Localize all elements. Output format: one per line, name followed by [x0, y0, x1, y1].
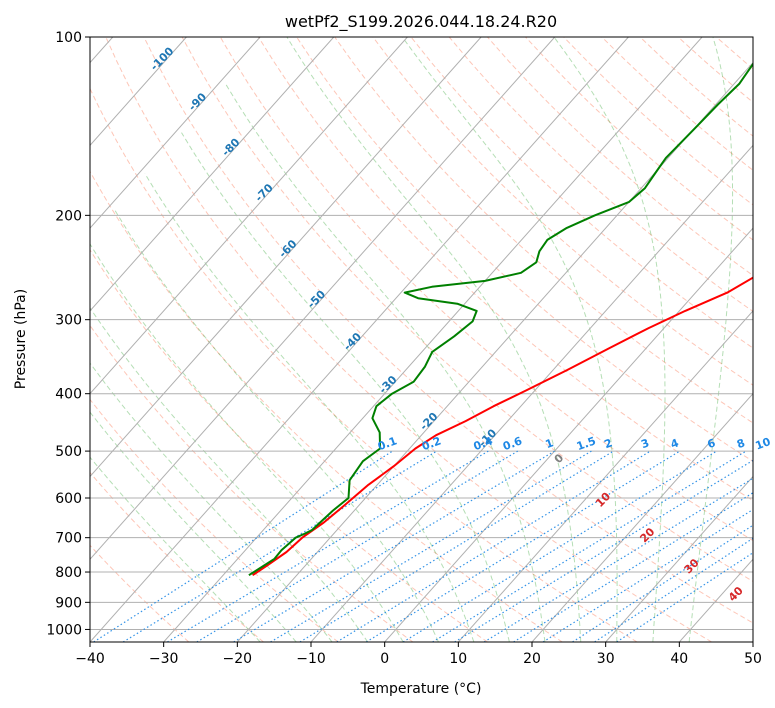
- isotherm-line: [310, 144, 753, 642]
- moist-adiabat: [90, 243, 404, 642]
- isotherm-line: [90, 37, 408, 395]
- isotherm-line: [90, 37, 187, 147]
- y-tick-label: 300: [55, 313, 82, 329]
- moist-adiabat: [90, 456, 261, 642]
- isotherm-line: [384, 227, 753, 642]
- mixing-ratio-line: [402, 450, 717, 642]
- mixing-ratio-line: [299, 450, 614, 642]
- dry-adiabat: [181, 37, 753, 582]
- plot-frame: [89, 36, 754, 643]
- mixing-ratio-label: 0.4: [472, 434, 495, 453]
- dry-adiabat: [296, 37, 753, 462]
- dewpoint-profile: [248, 62, 753, 577]
- x-tick-label: −10: [296, 651, 326, 667]
- y-tick-label: 1000: [46, 622, 82, 638]
- dry-adiabat: [372, 37, 753, 386]
- mixing-ratio-label: 0.1: [376, 434, 399, 453]
- y-tick-label: 100: [55, 30, 82, 46]
- moist-adiabat: [144, 173, 475, 642]
- axes: −40 −30 −20 −10 0 10 20 30 40 5010020030040050060…: [46, 30, 762, 667]
- mixing-ratio-label: 2: [602, 436, 614, 451]
- moist-adiabat: [688, 37, 734, 642]
- dry-adiabat: [90, 87, 638, 642]
- mixing-ratio-line: [365, 450, 681, 642]
- x-tick-label: −40: [75, 651, 105, 667]
- isotherm-line: [531, 392, 753, 642]
- isotherm-line: [90, 37, 556, 560]
- mixing-ratio-label: 3: [639, 436, 651, 451]
- mixing-ratio-label: 4: [669, 436, 681, 451]
- mixing-ratio-line: [454, 459, 753, 642]
- x-tick-label: 20: [523, 651, 541, 667]
- y-tick-label: 200: [55, 208, 82, 224]
- moist-adiabat: [553, 37, 666, 642]
- y-tick-label: 600: [55, 491, 82, 507]
- mixing-ratio-label: 1.5: [575, 434, 598, 453]
- temperature-profile: [252, 276, 753, 577]
- x-tick-label: 30: [597, 651, 615, 667]
- chart-title: wetPf2_S199.2026.044.18.24.R20: [285, 12, 557, 32]
- y-axis-label: Pressure (hPa): [13, 289, 29, 389]
- dry-adiabat: [410, 37, 753, 349]
- dry-adiabat: [143, 37, 753, 624]
- moist-adiabat: [225, 83, 546, 642]
- dry-adiabat: [90, 471, 264, 642]
- x-tick-label: 40: [670, 651, 688, 667]
- mixing-ratio-line: [513, 492, 753, 642]
- moist-adiabat: [286, 37, 582, 642]
- mixing-ratio-line: [483, 477, 753, 642]
- mixing-ratio-label: 1: [544, 436, 556, 451]
- mixing-ratio-label: 6: [706, 436, 718, 451]
- y-tick-label: 700: [55, 531, 82, 547]
- x-tick-label: −30: [149, 651, 179, 667]
- x-tick-label: 50: [744, 651, 762, 667]
- y-tick-label: 900: [55, 595, 82, 611]
- isotherm-line: [605, 475, 753, 642]
- mixing-ratio-label: 0.2: [420, 434, 443, 453]
- mixing-ratio-line: [336, 450, 651, 642]
- data-series: [248, 62, 753, 577]
- y-tick-label: 800: [55, 565, 82, 581]
- isotherm-line: [90, 37, 629, 642]
- isotherm-line: [457, 310, 753, 642]
- moist-adiabat: [113, 208, 439, 642]
- dry-adiabat: [90, 170, 563, 642]
- mixing-ratio-label: 8: [735, 436, 747, 451]
- x-tick-label: 0: [380, 651, 389, 667]
- moist-adiabat: [90, 362, 333, 642]
- x-tick-label: 10: [449, 651, 467, 667]
- y-tick-label: 500: [55, 444, 82, 460]
- dry-adiabat: [90, 248, 488, 642]
- y-tick-label: 400: [55, 387, 82, 403]
- mixing-ratio-label: 10: [754, 435, 773, 453]
- dry-adiabat: [257, 37, 753, 502]
- isotherm-line: [90, 37, 335, 312]
- isotherm-line: [90, 37, 261, 229]
- moist-adiabat: [401, 37, 618, 642]
- mixing-ratio-label: 0.6: [501, 434, 524, 453]
- isotherm-line: [163, 37, 703, 642]
- x-axis-label: Temperature (°C): [360, 681, 482, 697]
- mixing-ratio-line: [122, 450, 438, 642]
- isotherm-line: [90, 37, 482, 478]
- mixing-ratio-line: [93, 450, 393, 642]
- mixing-ratio-line: [432, 450, 747, 642]
- dry-adiabat: [90, 398, 339, 642]
- background-lines: [90, 37, 753, 642]
- x-tick-label: −20: [223, 651, 253, 667]
